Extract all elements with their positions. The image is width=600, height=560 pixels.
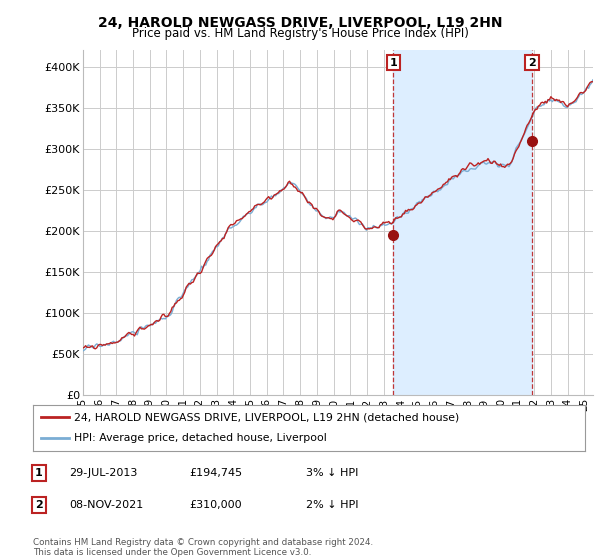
Text: 29-JUL-2013: 29-JUL-2013	[69, 468, 137, 478]
Text: Contains HM Land Registry data © Crown copyright and database right 2024.
This d: Contains HM Land Registry data © Crown c…	[33, 538, 373, 557]
Text: HPI: Average price, detached house, Liverpool: HPI: Average price, detached house, Live…	[74, 433, 327, 444]
Text: 1: 1	[35, 468, 43, 478]
Text: 2: 2	[35, 500, 43, 510]
Text: Price paid vs. HM Land Registry's House Price Index (HPI): Price paid vs. HM Land Registry's House …	[131, 27, 469, 40]
Text: 24, HAROLD NEWGASS DRIVE, LIVERPOOL, L19 2HN (detached house): 24, HAROLD NEWGASS DRIVE, LIVERPOOL, L19…	[74, 412, 460, 422]
Text: 1: 1	[389, 58, 397, 68]
Text: 24, HAROLD NEWGASS DRIVE, LIVERPOOL, L19 2HN: 24, HAROLD NEWGASS DRIVE, LIVERPOOL, L19…	[98, 16, 502, 30]
Text: 3% ↓ HPI: 3% ↓ HPI	[306, 468, 358, 478]
Text: 08-NOV-2021: 08-NOV-2021	[69, 500, 143, 510]
Text: 2: 2	[528, 58, 536, 68]
Text: £310,000: £310,000	[189, 500, 242, 510]
Bar	[394, 50, 532, 395]
Text: 2% ↓ HPI: 2% ↓ HPI	[306, 500, 359, 510]
Text: £194,745: £194,745	[189, 468, 242, 478]
